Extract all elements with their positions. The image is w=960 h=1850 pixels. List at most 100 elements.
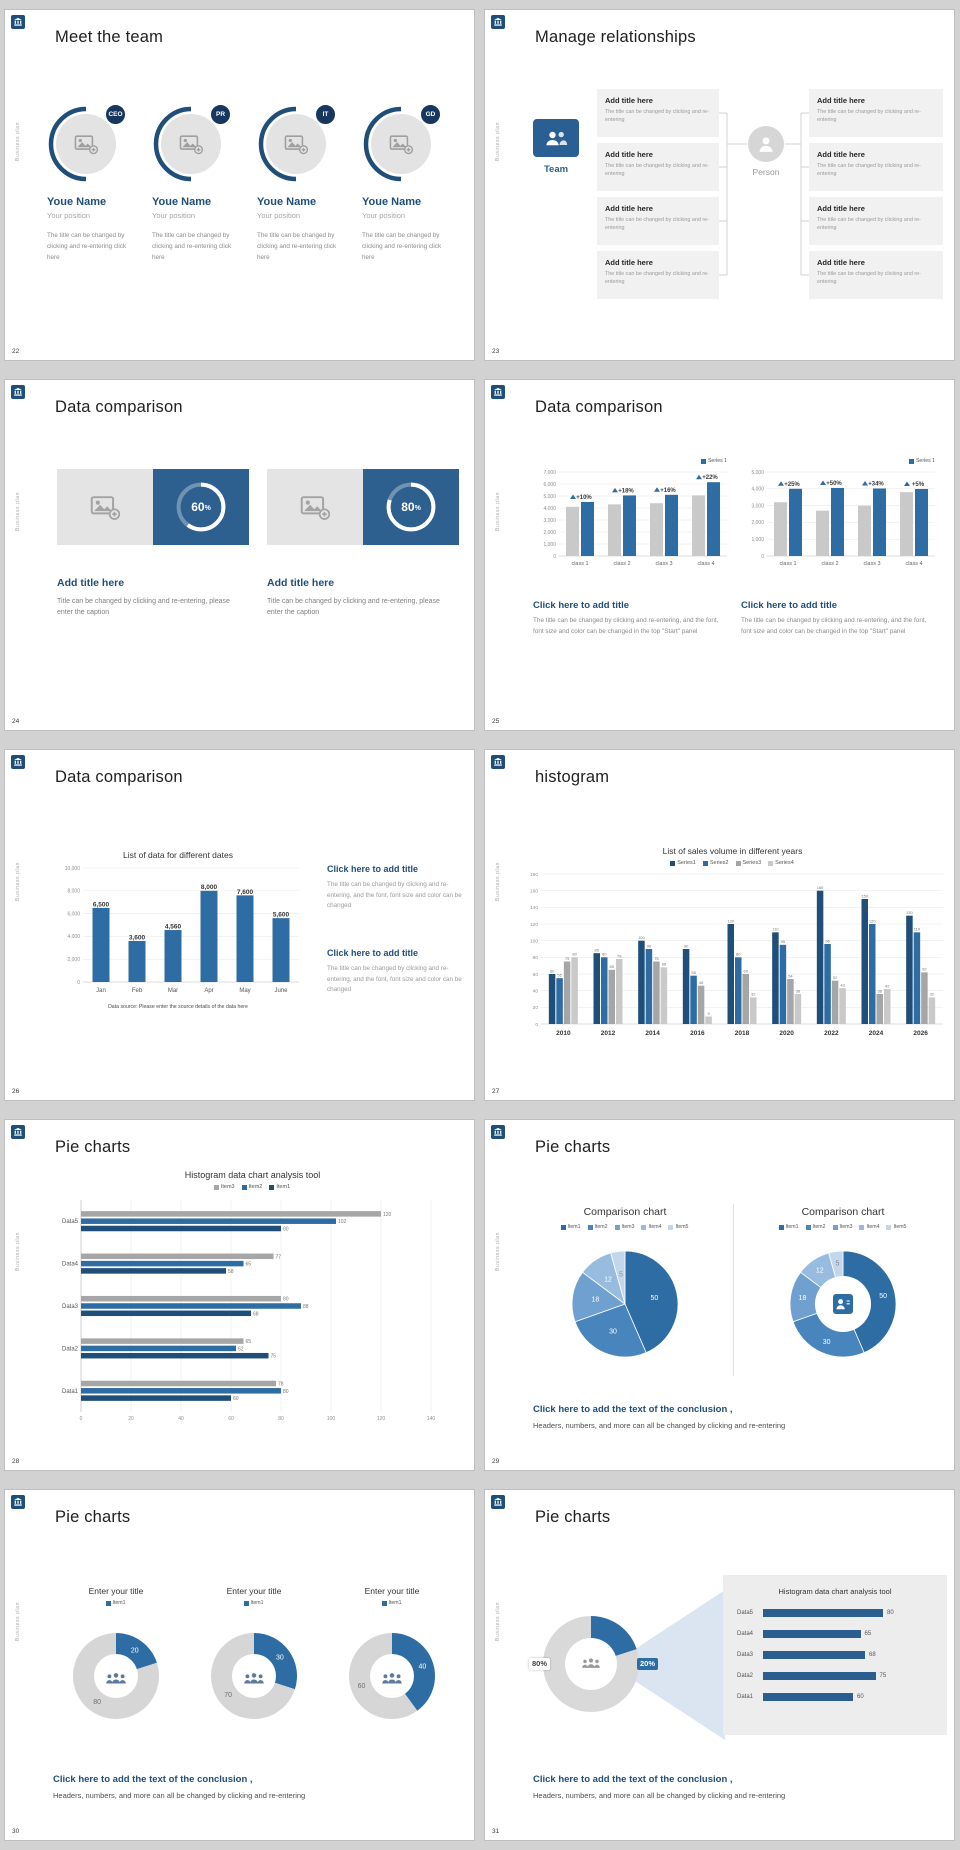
avatar-arc [363,106,402,182]
svg-text:class 3: class 3 [655,561,672,567]
panel-bar-row: Data5 80 [737,1609,933,1617]
relationship-box: Add title here The title can be changed … [809,197,943,245]
svg-text:54: 54 [788,973,793,978]
horizontal-bar-chart: 0 20 40 60 80 100 120 140 120 77 80 65 78 102 65 88 62 80… [51,1198,451,1433]
svg-text:150: 150 [861,893,868,898]
member-description: The title can be changed by clicking and… [362,232,442,261]
legend-label: Item1 [388,1600,402,1606]
svg-text:5,000: 5,000 [543,494,556,500]
svg-text:42: 42 [885,983,890,988]
caption-desc: The title can be changed by clicking and… [741,617,927,635]
svg-text:+50%: +50% [826,481,842,487]
member-badge: PR [209,103,232,126]
svg-text:class 1: class 1 [571,561,588,567]
slide-rail: Business plan 28 [5,1120,31,1470]
slide-29[interactable]: Business plan 29 Pie charts Comparison c… [484,1119,955,1471]
slide-25[interactable]: Business plan 25 Data comparison Series … [484,379,955,731]
slide-content: Data comparison List of data for differe… [31,750,474,1100]
slide-rail: Business plan 25 [485,380,511,730]
slide-30[interactable]: Business plan 30 Pie charts Enter your t… [4,1489,475,1841]
panel-bar-row: Data3 68 [737,1651,933,1659]
member-position: Your position [362,211,406,220]
svg-text:60: 60 [744,968,749,973]
building-icon [494,1127,502,1136]
team-node: Team [527,119,585,175]
comparison-panel: 60% [57,469,249,545]
chart-title: Enter your title [364,1586,420,1596]
pie-chart: 50 30 18 12 5 [567,1246,683,1367]
image-placeholder-icon [90,496,120,520]
svg-text:32: 32 [930,992,935,997]
svg-text:68: 68 [662,962,667,967]
chart-title: Enter your title [226,1586,282,1596]
slide-28[interactable]: Business plan 28 Pie charts Histogram da… [4,1119,475,1471]
slide-number: 27 [492,1088,500,1095]
image-placeholder-icon [74,135,98,155]
member-description: The title can be changed by clicking and… [47,232,127,261]
legend-swatch [241,1184,247,1190]
chart-legend: Series1 Series2 Series3 Series4 [511,860,954,868]
legend-swatch [668,1224,674,1230]
image-placeholder-icon [300,496,330,520]
slide-content: Manage relationships Team Add title here… [511,10,954,360]
svg-text:2020: 2020 [779,1030,794,1037]
svg-text:140: 140 [530,905,538,911]
svg-text:+18%: +18% [618,488,634,494]
panel-desc: Title can be changed by clicking and re-… [57,598,230,617]
slide-24[interactable]: Business plan 24 Data comparison 60% Add… [4,379,475,731]
slide-22[interactable]: Business plan 22 Meet the team CEO Youe … [4,9,475,361]
brand-vertical-text: Business plan [495,122,501,161]
legend-swatch [213,1184,219,1190]
svg-text:2010: 2010 [556,1030,571,1037]
legend-item: Item3 [614,1224,634,1230]
svg-text:130: 130 [906,910,913,915]
slide-27[interactable]: Business plan 27 histogram List of sales… [484,749,955,1101]
chart-block: List of data for different dates 0 2,000 4… [49,850,307,1010]
pie-chart: 50 30 18 12 5 [571,1250,679,1358]
team-label: Team [543,164,569,175]
svg-text:+16%: +16% [660,488,676,494]
legend-label: Item3 [839,1224,853,1230]
svg-text:120: 120 [383,1212,392,1218]
conclusion-desc: Headers, numbers, and more can all be ch… [53,1791,306,1800]
slide-title: Manage relationships [535,28,696,46]
building-icon [14,757,22,766]
team-member: IT Youe Name Your position The title can… [257,103,353,263]
svg-text:52: 52 [833,975,838,980]
conclusion-title: Click here to add the text of the conclu… [533,1404,733,1415]
slide-content: Data comparison Series 1 0 1,000 2,000 3,00… [511,380,954,730]
legend-item: Item1 [778,1224,799,1230]
slide-23[interactable]: Business plan 23 Manage relationships Te… [484,9,955,361]
svg-text:43: 43 [840,983,845,988]
conclusion-desc: Headers, numbers, and more can all be ch… [533,1421,786,1430]
slide-number: 29 [492,1458,500,1465]
svg-text:3,600: 3,600 [129,934,146,941]
slide-26[interactable]: Business plan 26 Data comparison List of… [4,749,475,1101]
percent-symbol: % [414,505,421,512]
bar-value: 68 [869,1652,876,1658]
svg-text:2016: 2016 [690,1030,705,1037]
caption-title: Click here to add title [327,948,419,958]
bar [763,1609,883,1617]
relationship-box-title: Add title here [817,204,865,213]
svg-text:40: 40 [533,988,539,994]
svg-text:36: 36 [796,988,801,993]
legend-label: Item1 [276,1184,291,1190]
person-frame-icon [833,1294,853,1314]
donut-chart: 50 30 18 12 5 [789,1250,897,1358]
svg-text:120: 120 [727,918,734,923]
legend-swatch [560,1224,566,1230]
brand-vertical-text: Business plan [495,1232,501,1271]
bar-label: Data1 [737,1694,754,1700]
conclusion-title: Click here to add the text of the conclu… [53,1774,253,1785]
svg-text:160: 160 [817,885,824,890]
brand-vertical-text: Business plan [15,862,21,901]
slide-31[interactable]: Business plan 31 Pie charts 80% 20% Hist… [484,1489,955,1841]
building-icon [494,757,502,766]
caption-title: Click here to add title [741,600,838,611]
svg-text:Mar: Mar [168,988,178,994]
panel-bar-row: Data2 75 [737,1672,933,1680]
svg-text:62: 62 [238,1346,244,1352]
